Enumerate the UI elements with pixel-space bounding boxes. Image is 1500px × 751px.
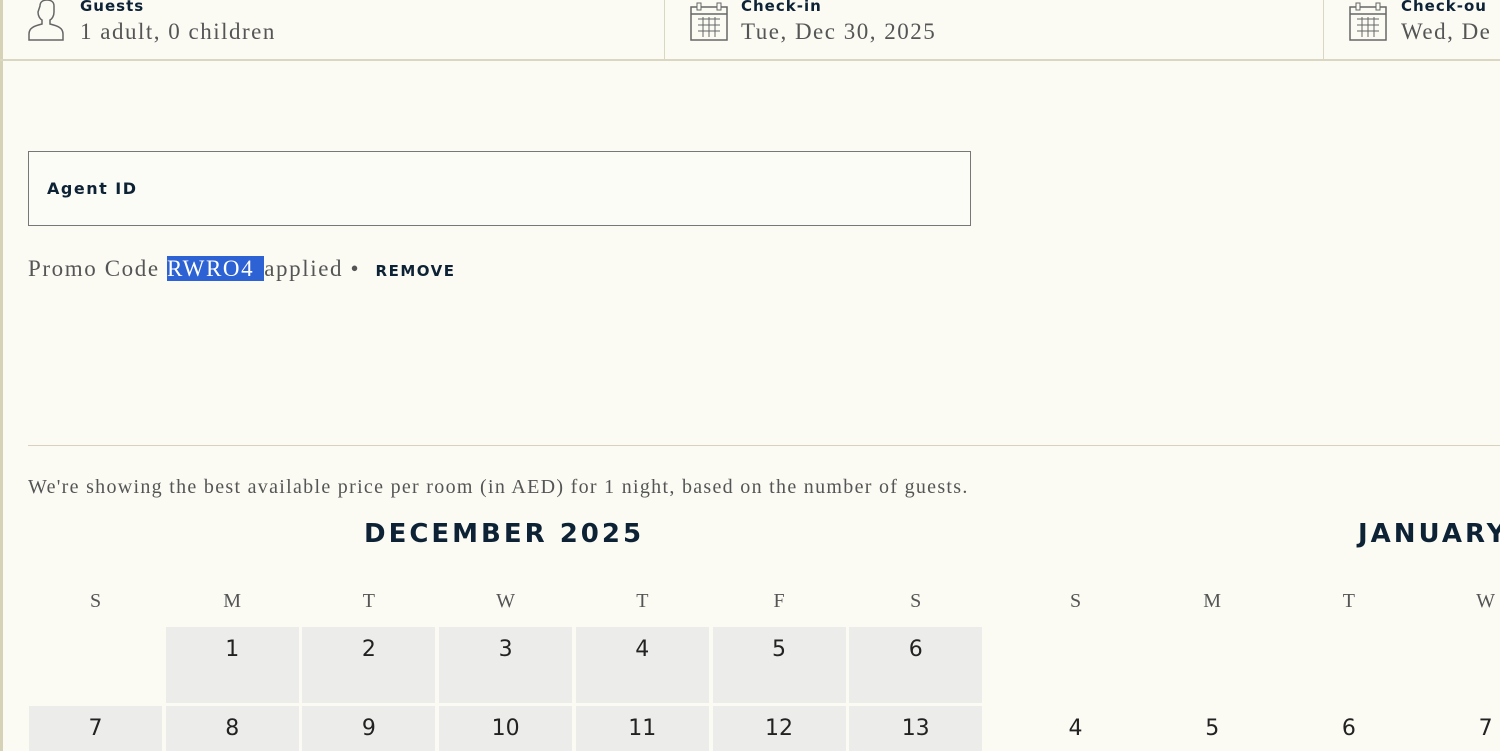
promo-separator: • — [350, 256, 361, 281]
promo-prefix: Promo Code — [28, 256, 160, 281]
month-title-december: DECEMBER 2025 — [364, 519, 645, 549]
calendar-empty-cell — [1419, 627, 1500, 703]
price-note: We're showing the best available price p… — [28, 476, 969, 498]
agent-id-input[interactable]: Agent ID — [28, 151, 971, 226]
promo-suffix: applied — [264, 256, 344, 281]
checkout-label: Check-ou — [1401, 0, 1487, 15]
calendar-day[interactable]: 12 — [712, 706, 846, 751]
calendar-day[interactable]: 10 — [439, 706, 573, 751]
promo-status: Promo Code RWRO4 applied • REMOVE — [28, 256, 455, 282]
person-icon — [28, 0, 64, 41]
calendar-empty-cell — [29, 627, 162, 703]
weekday-header: S — [1069, 590, 1082, 612]
calendar-day[interactable]: 7 — [1478, 716, 1493, 741]
divider — [1323, 0, 1324, 60]
guests-value: 1 adult, 0 children — [80, 19, 276, 44]
booking-header: Guests 1 adult, 0 children Check-in Tue,… — [0, 0, 1500, 61]
weekday-header: M — [1203, 590, 1222, 612]
divider — [664, 0, 665, 60]
calendar-day[interactable]: 13 — [849, 706, 983, 751]
page-left-border — [0, 0, 3, 751]
calendar-empty-cell — [1009, 627, 1142, 703]
calendar-empty-cell — [1146, 627, 1279, 703]
weekday-header: W — [1476, 590, 1496, 612]
calendar-day[interactable]: 4 — [575, 627, 709, 703]
weekday-header: S — [89, 590, 102, 612]
section-divider — [28, 445, 1500, 446]
weekday-header: T — [1342, 590, 1355, 612]
checkout-selector[interactable]: Check-ou Wed, De — [1324, 0, 1500, 60]
weekday-header: F — [773, 590, 785, 612]
calendar-day[interactable]: 11 — [575, 706, 709, 751]
checkin-value: Tue, Dec 30, 2025 — [741, 19, 937, 44]
guests-label: Guests — [80, 0, 145, 15]
weekday-header: T — [636, 590, 649, 612]
calendar-day[interactable]: 5 — [1205, 716, 1220, 741]
guests-selector[interactable]: Guests 1 adult, 0 children — [0, 0, 664, 60]
remove-promo-button[interactable]: REMOVE — [375, 262, 456, 280]
calendar-day[interactable]: 6 — [849, 627, 983, 703]
calendar-day[interactable]: 6 — [1341, 716, 1356, 741]
promo-code: RWRO4 — [167, 256, 265, 281]
calendar-day[interactable]: 5 — [712, 627, 846, 703]
weekday-header: T — [362, 590, 375, 612]
checkin-selector[interactable]: Check-in Tue, Dec 30, 2025 — [665, 0, 1323, 60]
calendar-day[interactable]: 1 — [165, 627, 299, 703]
weekday-header: S — [910, 590, 922, 612]
calendar-empty-cell — [1282, 627, 1415, 703]
agent-id-placeholder: Agent ID — [47, 179, 138, 198]
calendar-day[interactable]: 4 — [1068, 716, 1083, 741]
weekday-header: M — [223, 590, 242, 612]
weekday-header: W — [496, 590, 516, 612]
calendar-day[interactable]: 8 — [165, 706, 299, 751]
calendar-day[interactable]: 2 — [302, 627, 436, 703]
calendar-day[interactable]: 9 — [302, 706, 436, 751]
calendar-icon — [1349, 2, 1387, 41]
checkin-label: Check-in — [741, 0, 822, 15]
calendar-day[interactable]: 7 — [29, 706, 162, 751]
month-title-january: JANUARY — [1358, 519, 1500, 549]
calendar-icon — [690, 2, 728, 41]
checkout-value: Wed, De — [1401, 19, 1492, 44]
calendar-day[interactable]: 3 — [439, 627, 573, 703]
